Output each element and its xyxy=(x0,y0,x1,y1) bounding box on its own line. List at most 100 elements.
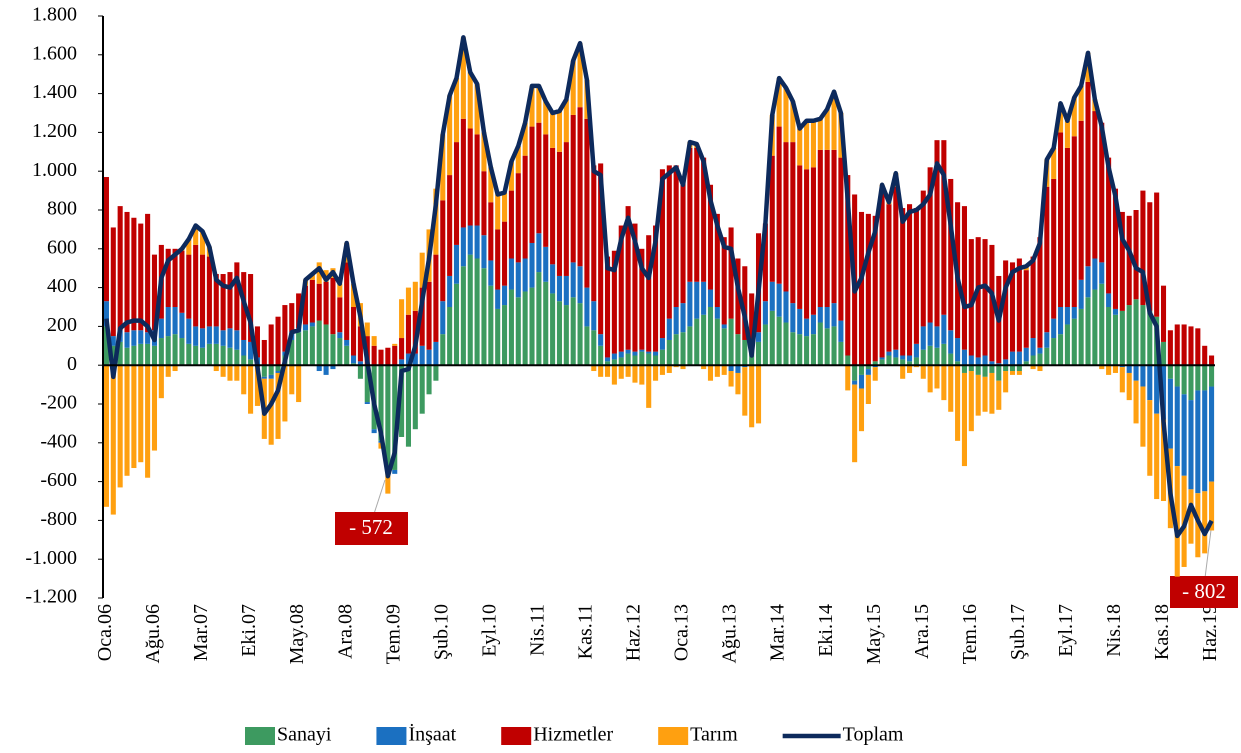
bar xyxy=(852,380,858,385)
bar xyxy=(584,118,590,288)
y-tick-label: -1.200 xyxy=(25,586,77,608)
y-tick-label: 200 xyxy=(47,314,77,336)
bar xyxy=(858,365,865,375)
bar xyxy=(858,211,865,366)
bar xyxy=(536,85,542,123)
bar xyxy=(1003,260,1009,360)
bar xyxy=(831,303,837,327)
bar xyxy=(302,324,309,331)
bar xyxy=(227,347,233,366)
bar xyxy=(453,78,460,143)
bar xyxy=(502,192,508,222)
bar xyxy=(241,365,247,395)
bar xyxy=(653,225,659,352)
bar xyxy=(117,341,123,366)
bar xyxy=(707,184,714,290)
bar xyxy=(213,326,219,344)
bar xyxy=(982,365,988,377)
bar xyxy=(206,326,212,344)
bar xyxy=(735,372,741,395)
bar xyxy=(1092,289,1098,366)
bar xyxy=(975,365,981,375)
bar xyxy=(886,355,892,366)
bar xyxy=(824,328,830,366)
bar xyxy=(653,365,659,381)
bar xyxy=(1140,365,1146,387)
bar xyxy=(515,297,521,366)
bar xyxy=(879,359,885,366)
bar xyxy=(838,320,844,342)
bar xyxy=(694,281,700,319)
bar xyxy=(261,365,267,377)
bar xyxy=(412,365,418,430)
bar xyxy=(687,281,693,327)
bar xyxy=(1133,299,1139,366)
x-tick-label: Ağu.13 xyxy=(719,604,741,663)
bar xyxy=(879,188,885,358)
bar xyxy=(364,402,370,404)
bar xyxy=(481,132,487,172)
bar xyxy=(1092,111,1098,259)
bar xyxy=(536,233,542,273)
bar xyxy=(1112,314,1119,366)
bar xyxy=(783,142,789,292)
bar xyxy=(996,365,1002,381)
bar xyxy=(961,349,967,366)
bar xyxy=(797,128,803,166)
bar xyxy=(1058,132,1064,307)
bar xyxy=(419,252,425,288)
bar xyxy=(248,359,254,366)
bar xyxy=(110,336,116,346)
bar xyxy=(241,355,247,366)
bar xyxy=(714,365,720,377)
bar xyxy=(460,266,466,366)
bar xyxy=(872,361,878,366)
bar xyxy=(213,365,219,372)
bar xyxy=(591,365,597,372)
bar xyxy=(117,206,123,331)
bar xyxy=(570,60,576,115)
bar xyxy=(1188,326,1194,366)
bar xyxy=(735,334,741,366)
bar xyxy=(138,223,144,331)
y-tick-label: 1.600 xyxy=(32,42,77,64)
bar xyxy=(1147,310,1153,366)
bar xyxy=(927,167,933,323)
bar xyxy=(749,293,755,348)
bar xyxy=(1044,347,1050,366)
bar xyxy=(721,324,727,329)
bar xyxy=(1085,266,1091,298)
bar xyxy=(666,365,672,373)
bar xyxy=(948,330,954,354)
bar xyxy=(625,353,631,366)
bar xyxy=(1092,258,1098,290)
bar xyxy=(261,376,267,379)
bar xyxy=(1112,308,1119,315)
bar xyxy=(515,262,521,298)
y-tick-label: 1.000 xyxy=(32,159,77,181)
bar xyxy=(879,357,885,360)
bar xyxy=(371,336,377,346)
bar xyxy=(186,343,192,366)
bar xyxy=(618,225,624,352)
bar xyxy=(728,371,734,387)
bar xyxy=(158,365,164,399)
y-tick-label: 1.800 xyxy=(32,4,77,26)
bar xyxy=(1174,386,1180,467)
bar xyxy=(591,165,597,302)
bar xyxy=(804,120,810,170)
bar xyxy=(289,339,295,366)
bar xyxy=(955,361,961,366)
bar xyxy=(707,307,714,366)
bar xyxy=(289,365,295,395)
bar xyxy=(131,330,137,346)
bar xyxy=(1085,297,1091,366)
bar xyxy=(460,227,466,267)
bar xyxy=(920,365,926,379)
x-tick-label: May.08 xyxy=(286,604,308,664)
bar xyxy=(337,332,343,339)
legend-label: Hizmetler xyxy=(533,724,613,746)
bar xyxy=(563,99,569,143)
bar xyxy=(385,365,391,470)
bar xyxy=(1106,157,1112,294)
